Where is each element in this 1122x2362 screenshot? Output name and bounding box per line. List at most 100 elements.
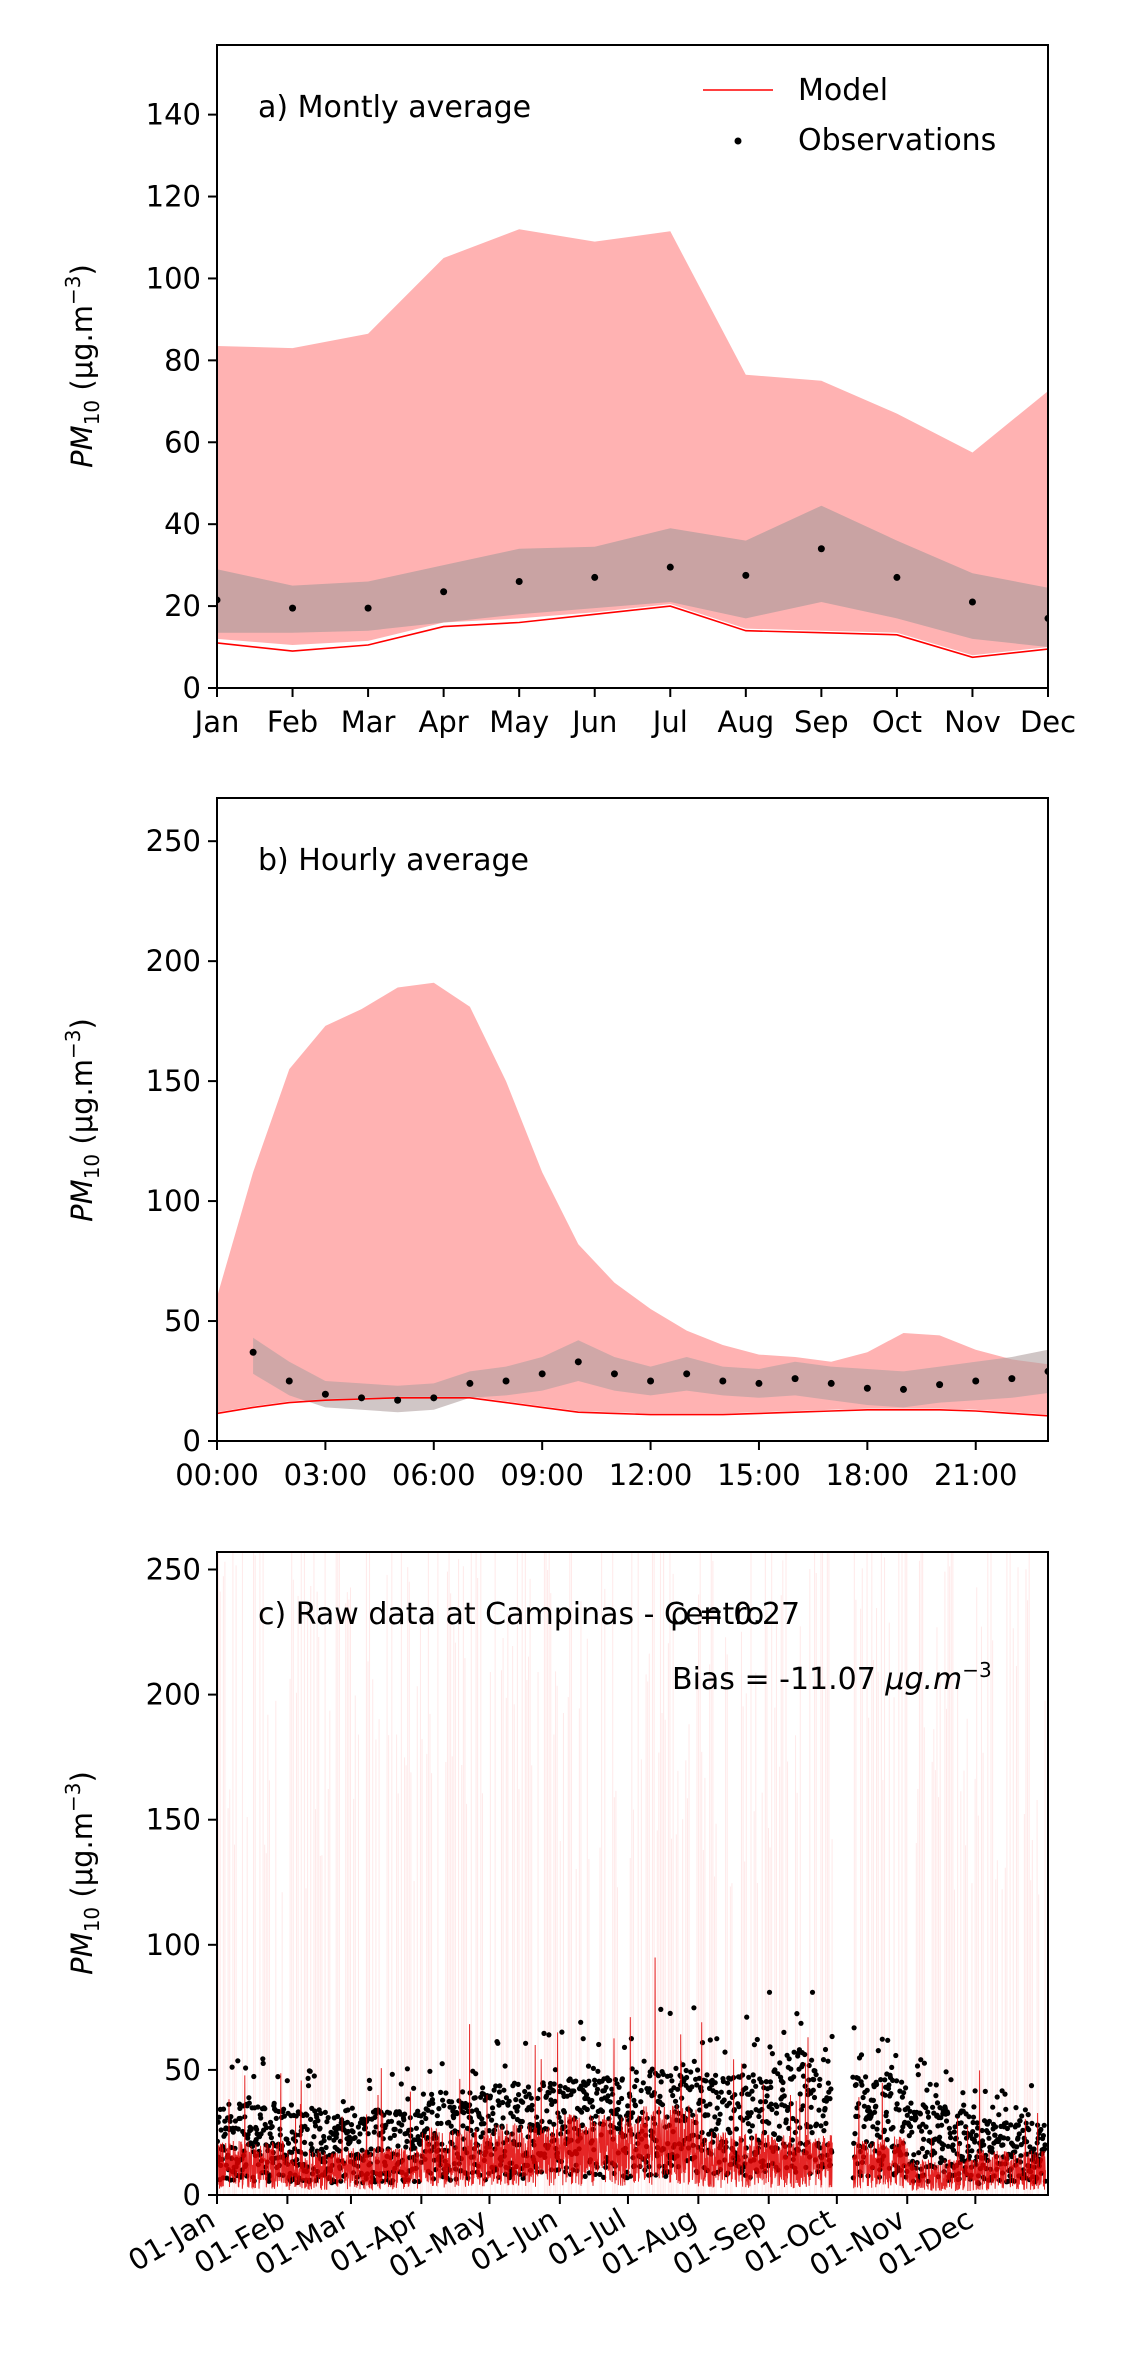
observation-point [251,2073,257,2080]
observation-point [526,2091,532,2097]
observation-point [495,2098,501,2104]
observation-point [820,2057,827,2063]
observation-point [573,2078,579,2084]
observation-point [699,2040,706,2046]
observation-point [561,2109,568,2115]
observation-point [397,2111,404,2117]
observation-point [781,2093,787,2099]
observation-point [864,2087,870,2093]
x-tick-label: Oct [872,705,922,739]
observation-point [749,2123,756,2129]
observation-point [933,2093,939,2099]
observation-point [668,2073,674,2079]
observation-point [758,2099,764,2105]
observation-point [514,2108,520,2114]
observation-point [870,2124,876,2130]
observation-point [254,2126,260,2133]
observation-point [424,2126,430,2132]
observation-point [736,2104,742,2110]
y-tick-label: 250 [146,1553,201,1587]
observation-point [590,2065,597,2071]
observation-point [364,604,372,612]
observation-point [807,2124,814,2130]
observation-point [631,2097,637,2103]
observation-point [915,2072,921,2078]
observation-point [673,2065,679,2071]
observation-point [875,2048,881,2054]
observation-point [547,2119,553,2125]
observation-point [689,2084,695,2090]
observation-point [950,2142,956,2148]
observation-point [515,578,523,586]
observation-point [827,1379,835,1387]
observation-point [717,2111,723,2117]
observation-point [966,2114,972,2120]
observation-point [972,1377,980,1385]
observation-point [748,2110,754,2116]
observation-point [772,2067,778,2073]
observation-point [996,2112,1002,2118]
observation-point [466,1379,474,1387]
observation-point [519,2118,525,2125]
observation-point [981,2142,987,2148]
observation-point [220,2106,227,2112]
observation-point [1029,2120,1035,2126]
observation-point [886,2082,892,2088]
observation-point [486,2128,492,2134]
observation-point [791,2049,797,2055]
observation-point [613,2111,619,2117]
observation-point [951,2129,957,2135]
observation-point [501,2087,507,2093]
observation-point [930,2104,936,2110]
observation-point [335,2113,341,2119]
observation-point [647,1377,655,1385]
observation-point [968,598,976,606]
y-tick-label: 140 [146,98,201,132]
observation-point [535,2095,541,2101]
observation-point [325,2115,331,2121]
observation-point [258,2131,264,2137]
observation-point [387,2135,393,2141]
observation-point [505,2102,511,2108]
observation-point [589,2097,595,2104]
observation-point [948,2077,954,2083]
observation-point [909,2129,915,2135]
observation-point [813,2121,820,2127]
observation-point [720,2078,727,2085]
observation-point [767,2044,773,2050]
observation-point [424,2135,431,2141]
observation-point [246,2095,252,2101]
observation-point [924,2149,930,2155]
observation-point [425,2107,431,2113]
observation-point [742,571,750,579]
observation-point [308,2141,314,2147]
y-tick-label: 100 [146,1184,201,1218]
observation-point [367,2085,373,2092]
observation-point [683,2067,689,2074]
legend-observations-label: Observations [798,123,996,158]
panel-label: b) Hourly average [258,843,529,878]
observation-point [585,2063,592,2069]
observation-point [744,2014,750,2020]
observation-point [603,2084,609,2090]
y-axis-ticks: 0 50 100 150 200 250 [146,824,217,1458]
observation-point [707,2101,713,2107]
observation-point [546,2032,552,2038]
observation-point [481,2121,487,2127]
observation-point [684,2074,690,2081]
observation-point [460,2123,466,2129]
observation-point [911,2152,917,2158]
x-tick-label: Jun [570,705,617,739]
observation-point [821,2128,827,2134]
observation-point [288,2102,294,2108]
legend-observations-marker [734,137,742,145]
observation-point [659,2102,666,2108]
observation-point [490,2110,496,2117]
observation-point [809,2130,815,2136]
observation-point [304,2126,310,2132]
panel-hourly-average: 0 50 100 150 200 250 00:00 03:00 06:00 09:00 12:0… [61,797,1049,1492]
observation-point [281,2113,287,2119]
observation-point [798,2140,804,2146]
observation-point [321,1390,329,1398]
observation-point [1022,2107,1028,2113]
